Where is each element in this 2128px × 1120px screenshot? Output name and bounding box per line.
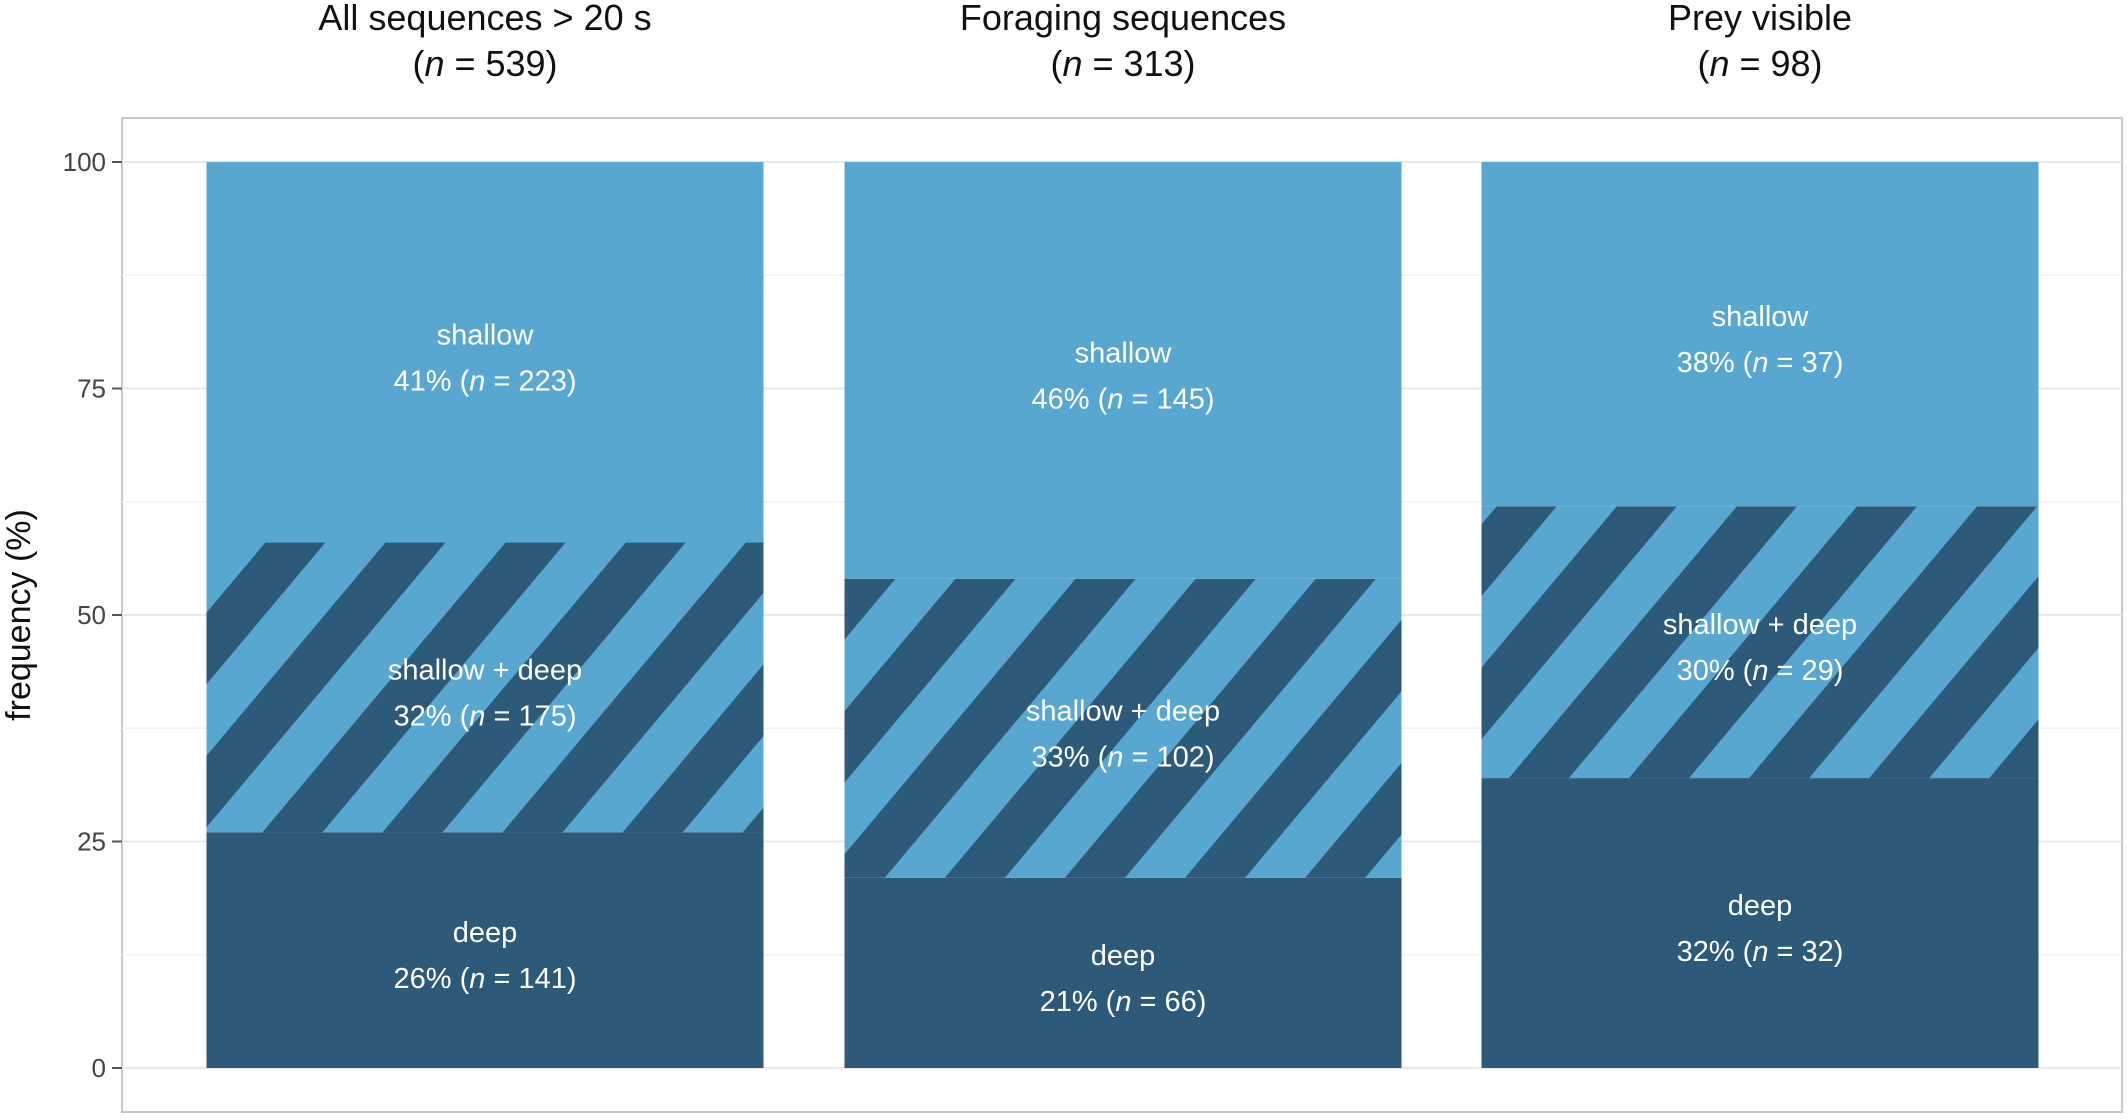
bar-segment-deep — [844, 877, 1402, 1068]
segment-value-label: 32% (n = 175) — [394, 700, 577, 732]
segment-label: shallow — [1712, 301, 1810, 333]
segment-value-label: 38% (n = 37) — [1677, 347, 1844, 379]
labels-layer: deep 26% (n = 141) shallow + deep 32% (n = … — [388, 301, 1857, 1018]
segment-label: deep — [1091, 940, 1156, 972]
segment-label: shallow + deep — [1663, 609, 1857, 641]
bar-segment-shallow — [844, 162, 1402, 579]
bar-segment-mixed — [844, 578, 1402, 878]
titles-layer: All sequences > 20 s (n = 539) Foraging se… — [318, 0, 1852, 84]
panel-title: All sequences > 20 s — [318, 0, 651, 38]
bar-segment-deep — [206, 832, 764, 1068]
y-tick-label: 0 — [92, 1053, 106, 1083]
panel-title: Foraging sequences — [960, 0, 1286, 38]
segment-label: deep — [1728, 890, 1793, 922]
panel-subtitle: (n = 539) — [412, 43, 557, 84]
bars-layer — [206, 162, 2039, 1068]
segment-value-label: 30% (n = 29) — [1677, 655, 1844, 687]
segment-value-label: 41% (n = 223) — [394, 365, 577, 397]
segment-label: deep — [453, 917, 518, 949]
panel-subtitle: (n = 98) — [1697, 43, 1822, 84]
panel-subtitle: (n = 313) — [1050, 43, 1195, 84]
y-tick-label: 25 — [77, 827, 106, 857]
segment-value-label: 26% (n = 141) — [394, 963, 577, 995]
bar-segment-mixed — [206, 542, 764, 833]
segment-value-label: 32% (n = 32) — [1677, 936, 1844, 968]
segment-value-label: 21% (n = 66) — [1040, 986, 1207, 1018]
segment-label: shallow — [1075, 337, 1173, 369]
segment-value-label: 33% (n = 102) — [1032, 741, 1215, 773]
bar-segment-mixed — [1481, 506, 2039, 779]
segment-label: shallow + deep — [388, 654, 582, 686]
y-tick-label: 75 — [77, 374, 106, 404]
segment-label: shallow + deep — [1026, 695, 1220, 727]
axes-layer: 0 25 50 75 100 frequency (%) — [0, 147, 122, 1083]
bar-segment-shallow — [1481, 162, 2039, 507]
panel-title: Prey visible — [1668, 0, 1852, 38]
y-axis-title: frequency (%) — [0, 509, 38, 721]
segment-value-label: 46% (n = 145) — [1032, 383, 1215, 415]
segment-label: shallow — [437, 319, 535, 351]
y-tick-label: 50 — [77, 600, 106, 630]
bar-segment-deep — [1481, 778, 2039, 1068]
y-tick-label: 100 — [63, 147, 106, 177]
bar-segment-shallow — [206, 162, 764, 543]
